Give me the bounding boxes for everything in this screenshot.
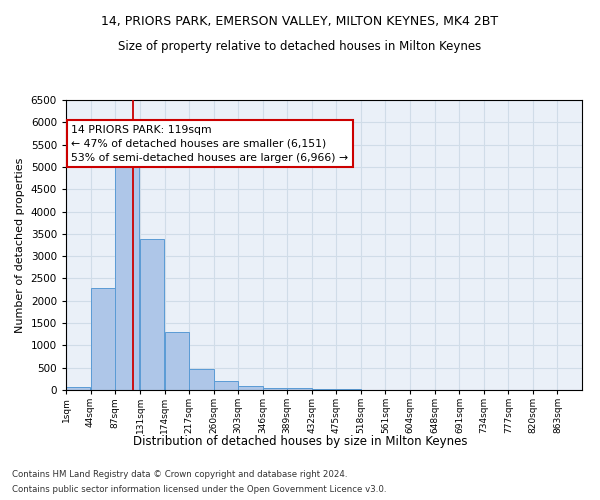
Bar <box>214 382 238 390</box>
Bar <box>337 389 361 390</box>
Text: Size of property relative to detached houses in Milton Keynes: Size of property relative to detached ho… <box>118 40 482 53</box>
Bar <box>312 388 336 390</box>
Text: 14, PRIORS PARK, EMERSON VALLEY, MILTON KEYNES, MK4 2BT: 14, PRIORS PARK, EMERSON VALLEY, MILTON … <box>101 15 499 28</box>
Y-axis label: Number of detached properties: Number of detached properties <box>15 158 25 332</box>
Bar <box>238 386 263 390</box>
Bar <box>189 368 214 390</box>
Text: Contains HM Land Registry data © Crown copyright and database right 2024.: Contains HM Land Registry data © Crown c… <box>12 470 347 479</box>
Bar <box>263 388 287 390</box>
Bar <box>140 239 164 390</box>
Bar <box>115 149 139 390</box>
Bar <box>165 332 189 390</box>
Bar <box>66 387 91 390</box>
Text: Contains public sector information licensed under the Open Government Licence v3: Contains public sector information licen… <box>12 485 386 494</box>
Text: 14 PRIORS PARK: 119sqm
← 47% of detached houses are smaller (6,151)
53% of semi-: 14 PRIORS PARK: 119sqm ← 47% of detached… <box>71 124 348 162</box>
Bar <box>91 288 115 390</box>
Bar <box>287 388 311 390</box>
Text: Distribution of detached houses by size in Milton Keynes: Distribution of detached houses by size … <box>133 435 467 448</box>
